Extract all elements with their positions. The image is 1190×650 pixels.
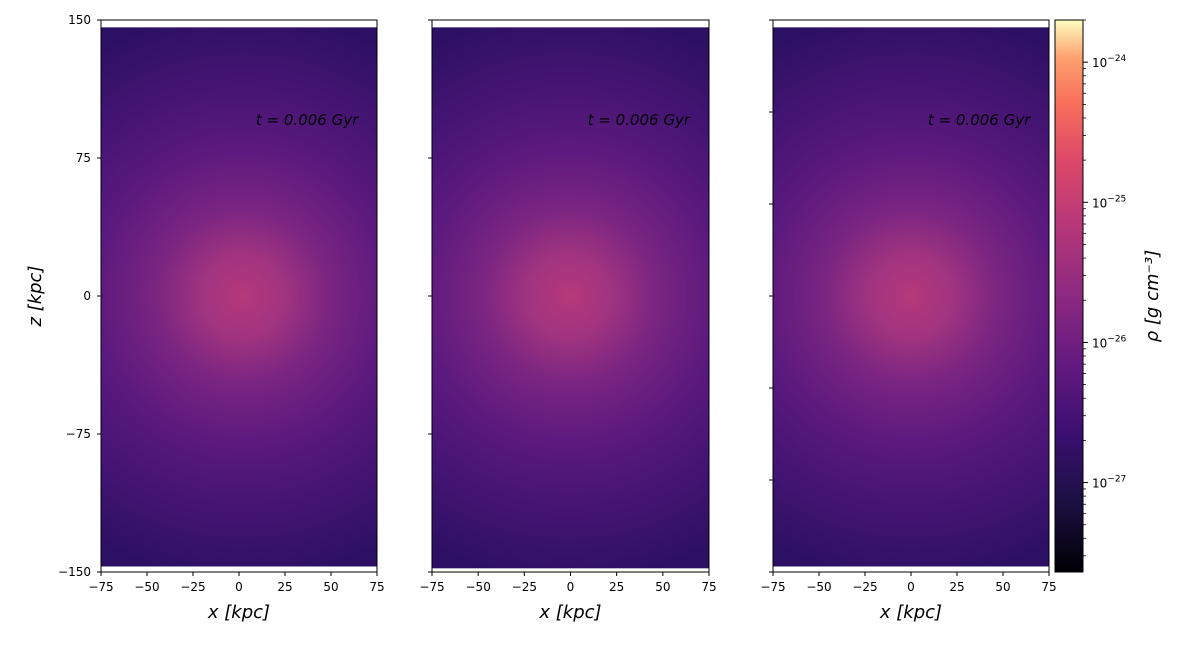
colorbar-tick-label: 10−27 xyxy=(1092,475,1126,491)
colorbar-tick-label: 10−26 xyxy=(1092,334,1127,350)
x-tick-label: 0 xyxy=(235,580,243,594)
y-tick-label: 75 xyxy=(76,151,91,165)
time-annotation: t = 0.006 Gyr xyxy=(588,111,691,129)
x-tick-label: −75 xyxy=(88,580,113,594)
x-tick-label: 25 xyxy=(277,580,292,594)
colorbar-label: ρ [g cm⁻³] xyxy=(1142,250,1163,343)
y-tick-label: −150 xyxy=(58,565,91,579)
density-map xyxy=(432,27,709,569)
colorbar-tick-label: 10−24 xyxy=(1092,54,1127,70)
x-tick-label: 25 xyxy=(609,580,624,594)
density-panel-2: −75 −50 −25 0 25 50 75 x [kpc] t = 0.006 Gyr xyxy=(419,19,717,623)
x-tick-label: 50 xyxy=(323,580,338,594)
x-tick-label: 50 xyxy=(655,580,670,594)
x-tick-label: 50 xyxy=(995,580,1010,594)
colorbar-frame xyxy=(1054,19,1084,573)
x-tick-label: −50 xyxy=(466,580,491,594)
density-map xyxy=(773,27,1049,567)
x-tick-label: −25 xyxy=(852,580,877,594)
x-tick-label: −75 xyxy=(419,580,444,594)
density-map xyxy=(101,27,377,567)
colorbar-gradient xyxy=(1055,20,1083,572)
x-axis-label: x [kpc] xyxy=(207,602,270,623)
time-annotation: t = 0.006 Gyr xyxy=(928,111,1031,129)
x-tick-label: 0 xyxy=(907,580,915,594)
x-tick-label: −50 xyxy=(134,580,159,594)
x-tick-label: −25 xyxy=(180,580,205,594)
density-panel-3: −75 −50 −25 0 25 50 75 x [kpc] t = 0.006 Gyr xyxy=(760,19,1057,623)
x-axis-label: x [kpc] xyxy=(879,602,942,623)
x-tick-label: −75 xyxy=(760,580,785,594)
y-tick-label: −75 xyxy=(66,427,91,441)
time-annotation: t = 0.006 Gyr xyxy=(256,111,359,129)
colorbar-tick-label: 10−25 xyxy=(1092,194,1126,210)
x-tick-label: 75 xyxy=(701,580,716,594)
x-tick-label: −25 xyxy=(512,580,537,594)
x-tick-label: 25 xyxy=(949,580,964,594)
x-tick-label: 0 xyxy=(567,580,575,594)
x-tick-label: −50 xyxy=(806,580,831,594)
y-tick-label: 0 xyxy=(83,289,91,303)
colorbar: 10−27 10−26 10−25 10−24 ρ [g cm⁻³] xyxy=(1054,19,1163,573)
y-tick-label: 150 xyxy=(68,13,91,27)
y-axis-label: z [kpc] xyxy=(25,266,46,328)
x-tick-label: 75 xyxy=(369,580,384,594)
x-tick-label: 75 xyxy=(1041,580,1056,594)
x-axis-label: x [kpc] xyxy=(538,602,601,623)
